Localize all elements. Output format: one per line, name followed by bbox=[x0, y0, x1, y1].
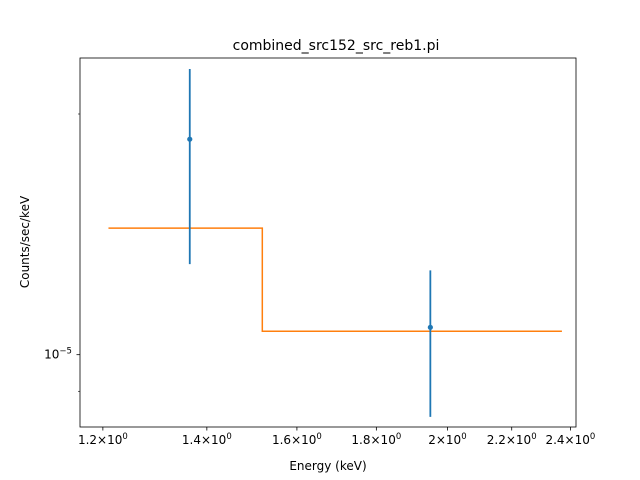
plot-frame bbox=[79, 57, 577, 428]
x-axis-label: Energy (keV) bbox=[289, 459, 366, 473]
x-tick-label-4: 1.8×100 bbox=[351, 432, 401, 447]
y-axis-label: Counts/sec/keV bbox=[18, 195, 32, 288]
x-axis-ticks: 1.2×100 1.4×100 1.6×100 1.8×100 2×100 2.2×100… bbox=[78, 427, 595, 447]
x-tick-label-2: 1.4×100 bbox=[182, 432, 232, 447]
data-point-2 bbox=[427, 324, 433, 330]
y-axis-ticks: 10−5 bbox=[44, 113, 80, 392]
y-tick-label-1: 10−5 bbox=[44, 347, 72, 362]
x-tick-label-5: 2×100 bbox=[428, 432, 466, 447]
x-tick-label-6: 2.2×100 bbox=[487, 432, 537, 447]
data-point-1 bbox=[187, 136, 193, 142]
x-tick-label-7: 2.4×100 bbox=[545, 432, 595, 447]
plot-area bbox=[108, 68, 562, 417]
chart-title: combined_src152_src_reb1.pi bbox=[233, 38, 440, 54]
x-tick-label-3: 1.6×100 bbox=[272, 432, 322, 447]
x-tick-label-1: 1.2×100 bbox=[78, 432, 128, 447]
model-step-line bbox=[108, 227, 562, 332]
